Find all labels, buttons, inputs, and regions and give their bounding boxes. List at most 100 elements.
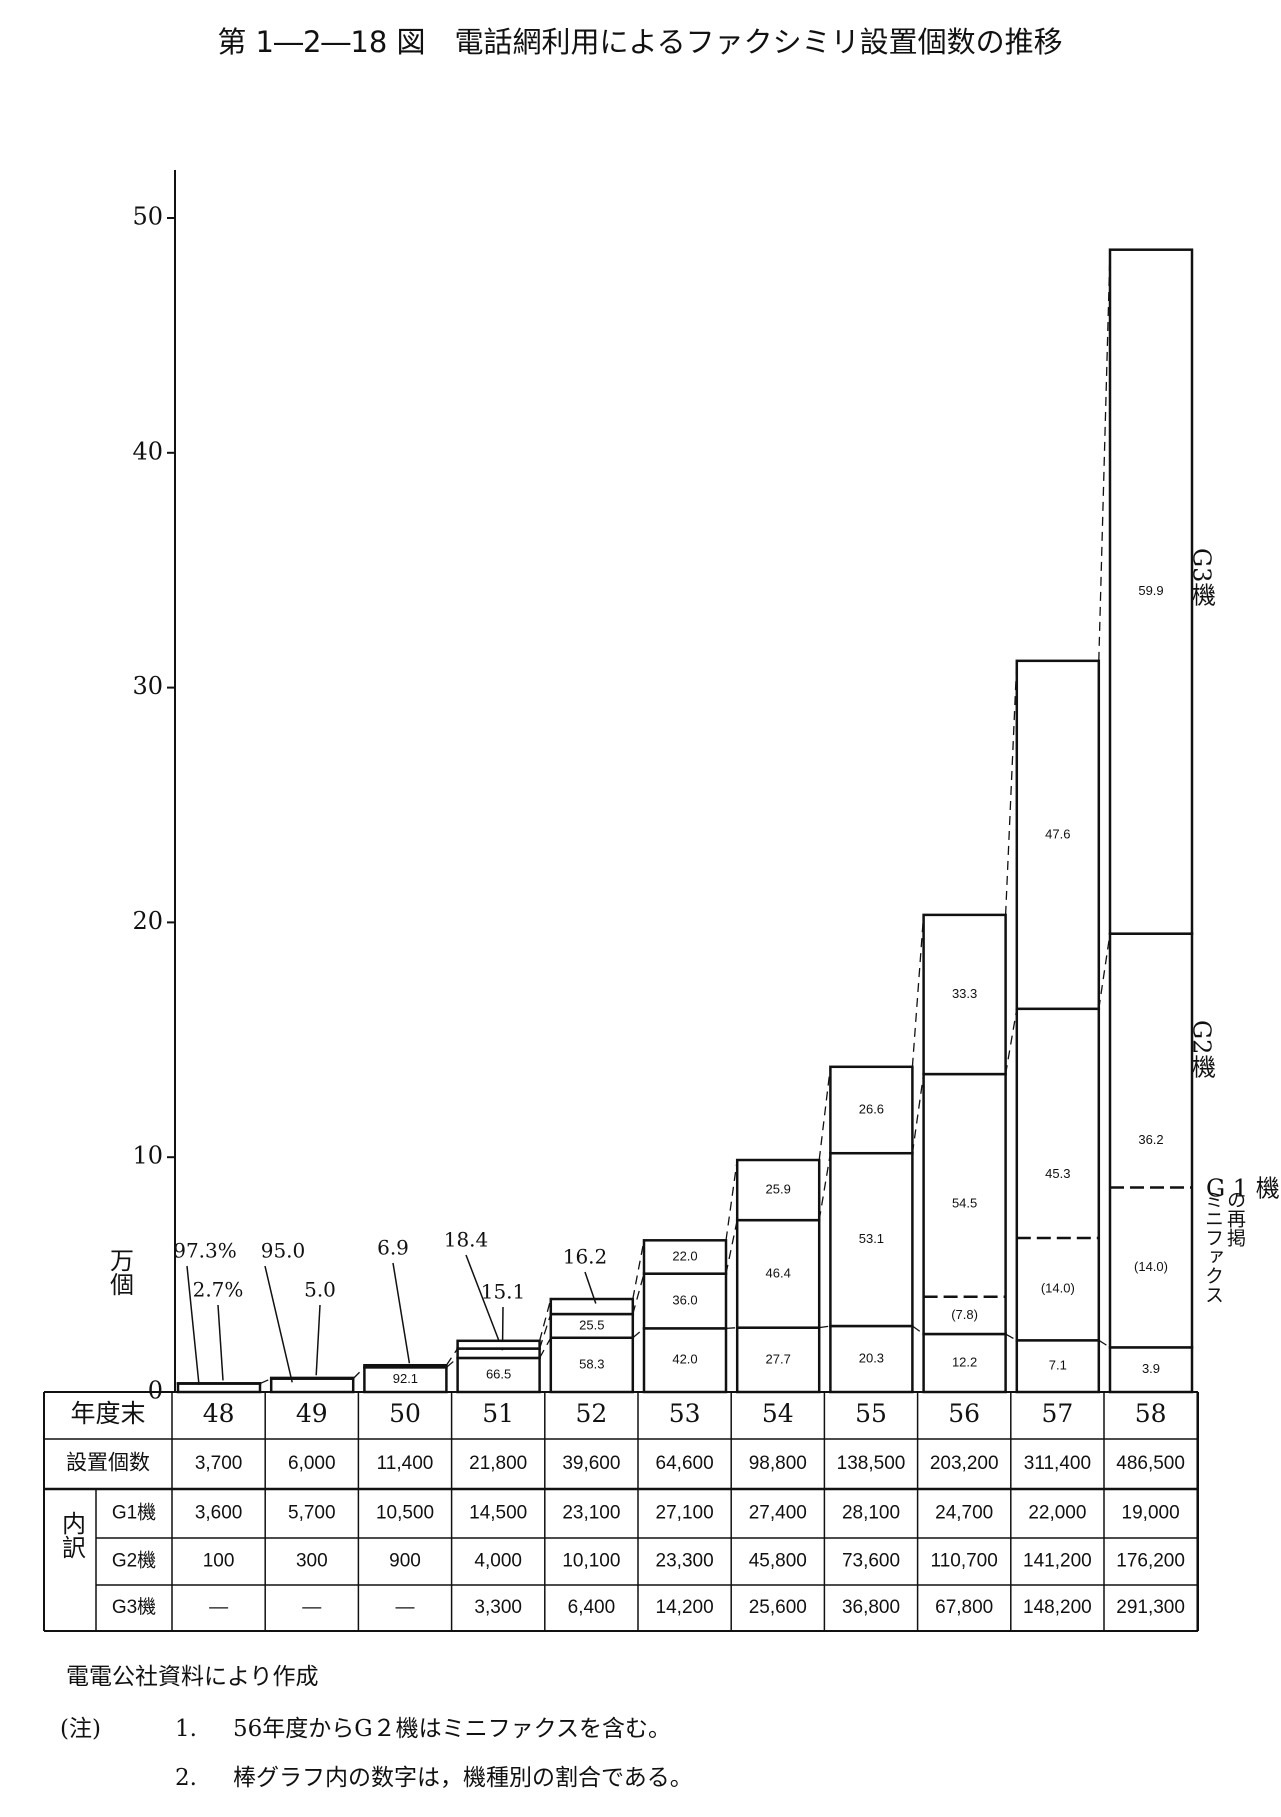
- x-tick-label: 57: [1041, 1399, 1073, 1428]
- percent-label: 92.1: [393, 1371, 418, 1386]
- table-cell: 900: [389, 1551, 421, 1572]
- legend-minifax-sub: の再掲: [1224, 1190, 1246, 1248]
- bar-segment: [456, 1339, 541, 1350]
- connector: [1098, 1339, 1111, 1348]
- y-tick-label: 20: [132, 907, 163, 935]
- percent-label: 27.7: [766, 1351, 791, 1366]
- percent-label: 25.9: [766, 1182, 791, 1197]
- table-cell: 25,600: [749, 1597, 807, 1618]
- percent-label: 25.5: [579, 1317, 604, 1332]
- x-tick-label: 54: [762, 1399, 794, 1428]
- table-cell: 27,400: [749, 1503, 807, 1524]
- bar-segment: [1015, 1007, 1101, 1342]
- table-cell: 3,700: [195, 1453, 243, 1474]
- percent-label: 42.0: [672, 1352, 697, 1367]
- y-tick-label: 40: [132, 437, 163, 465]
- connector: [818, 1066, 832, 1161]
- minifax-label: (14.0): [1134, 1259, 1168, 1274]
- table-row-label: G1機: [112, 1502, 156, 1524]
- percent-label: 3.9: [1142, 1361, 1160, 1376]
- bar-segment: [922, 913, 1007, 1076]
- y-tick-label: 10: [132, 1142, 163, 1170]
- arrow: [217, 1304, 224, 1381]
- connector: [818, 1153, 832, 1221]
- percent-label: 58.3: [579, 1356, 604, 1371]
- percent-label: 33.3: [952, 986, 977, 1001]
- percent-label: 45.3: [1045, 1166, 1070, 1181]
- table-cell: 291,300: [1116, 1597, 1185, 1618]
- table-cell: 110,700: [931, 1551, 998, 1572]
- percent-label: 36.0: [672, 1292, 697, 1307]
- bar-segment: [363, 1363, 448, 1369]
- bar-segment: [735, 1326, 821, 1394]
- table-cell: 14,500: [469, 1503, 527, 1524]
- x-tick-label: 49: [296, 1399, 328, 1428]
- percent-label: 12.2: [952, 1354, 977, 1369]
- table-row-label: G3機: [112, 1596, 156, 1618]
- y-unit: 万個: [106, 1248, 134, 1296]
- table-row-label: 設置個数: [66, 1452, 150, 1475]
- percent-label: 54.5: [952, 1195, 977, 1210]
- x-tick-label: 58: [1135, 1399, 1167, 1428]
- x-tick-label: 55: [855, 1399, 887, 1428]
- table-cell: 3,300: [474, 1597, 522, 1618]
- connector: [1098, 249, 1111, 661]
- percent-label: 46.4: [766, 1265, 791, 1280]
- table-row-label: G2機: [112, 1550, 156, 1572]
- table-cell: 486,500: [1116, 1453, 1185, 1474]
- arrow: [186, 1265, 200, 1385]
- percent-label: 20.3: [859, 1350, 884, 1365]
- connector: [539, 1337, 552, 1359]
- minifax-label: (14.0): [1041, 1281, 1075, 1296]
- bar-segment: [642, 1327, 728, 1394]
- connector: [259, 1378, 272, 1385]
- connector: [632, 1240, 645, 1300]
- bar-segment: [829, 1065, 914, 1155]
- arrow: [584, 1271, 597, 1304]
- bar-segment: [1108, 248, 1194, 935]
- table-cell: 39,600: [562, 1453, 620, 1474]
- x-tick-label: 53: [669, 1399, 701, 1428]
- bar-segment: [829, 1324, 914, 1394]
- table-cell: 28,100: [842, 1503, 900, 1524]
- bar-segment: [549, 1297, 635, 1316]
- x-tick-label: 56: [948, 1399, 980, 1428]
- table-cell: 138,500: [837, 1453, 906, 1474]
- connector: [912, 1325, 924, 1335]
- connector: [538, 1298, 552, 1341]
- table-cell: 22,000: [1028, 1503, 1086, 1524]
- table-cell: 11,400: [377, 1453, 434, 1474]
- note-num: 1.: [175, 1716, 197, 1742]
- bar-segment: [269, 1376, 355, 1380]
- percent-label: 18.4: [444, 1228, 489, 1252]
- connector: [725, 1219, 738, 1274]
- table-cell: ―: [396, 1597, 415, 1618]
- table-cell: 10,500: [376, 1503, 434, 1524]
- percent-label: 16.2: [563, 1245, 608, 1269]
- bar-segment: [735, 1158, 821, 1222]
- x-tick-label: 48: [203, 1399, 235, 1428]
- bar-segment: [1108, 1346, 1194, 1394]
- table-cell: ―: [209, 1597, 228, 1618]
- connector: [352, 1366, 365, 1380]
- minifax-label: (7.8): [951, 1307, 978, 1322]
- percent-label: 53.1: [859, 1231, 884, 1246]
- connector: [1004, 660, 1018, 915]
- arrow: [264, 1265, 293, 1383]
- note-text: 棒グラフ内の数字は，機種別の割合である。: [233, 1765, 693, 1791]
- table-cell: 14,200: [656, 1597, 714, 1618]
- table-cell: 27,100: [656, 1503, 714, 1524]
- note-label: (注): [60, 1716, 101, 1742]
- table-cell: 45,800: [749, 1551, 807, 1572]
- bar-segment: [549, 1336, 635, 1394]
- bar-segment: [922, 1072, 1007, 1336]
- arrow: [315, 1304, 321, 1376]
- connector: [725, 1327, 738, 1330]
- percent-label: 7.1: [1049, 1358, 1067, 1373]
- table-cell: 19,000: [1122, 1503, 1180, 1524]
- table-cell: 203,200: [930, 1453, 999, 1474]
- percent-label: 6.9: [377, 1236, 409, 1260]
- table-cell: 6,000: [288, 1453, 336, 1474]
- bar-segment: [1108, 932, 1194, 1349]
